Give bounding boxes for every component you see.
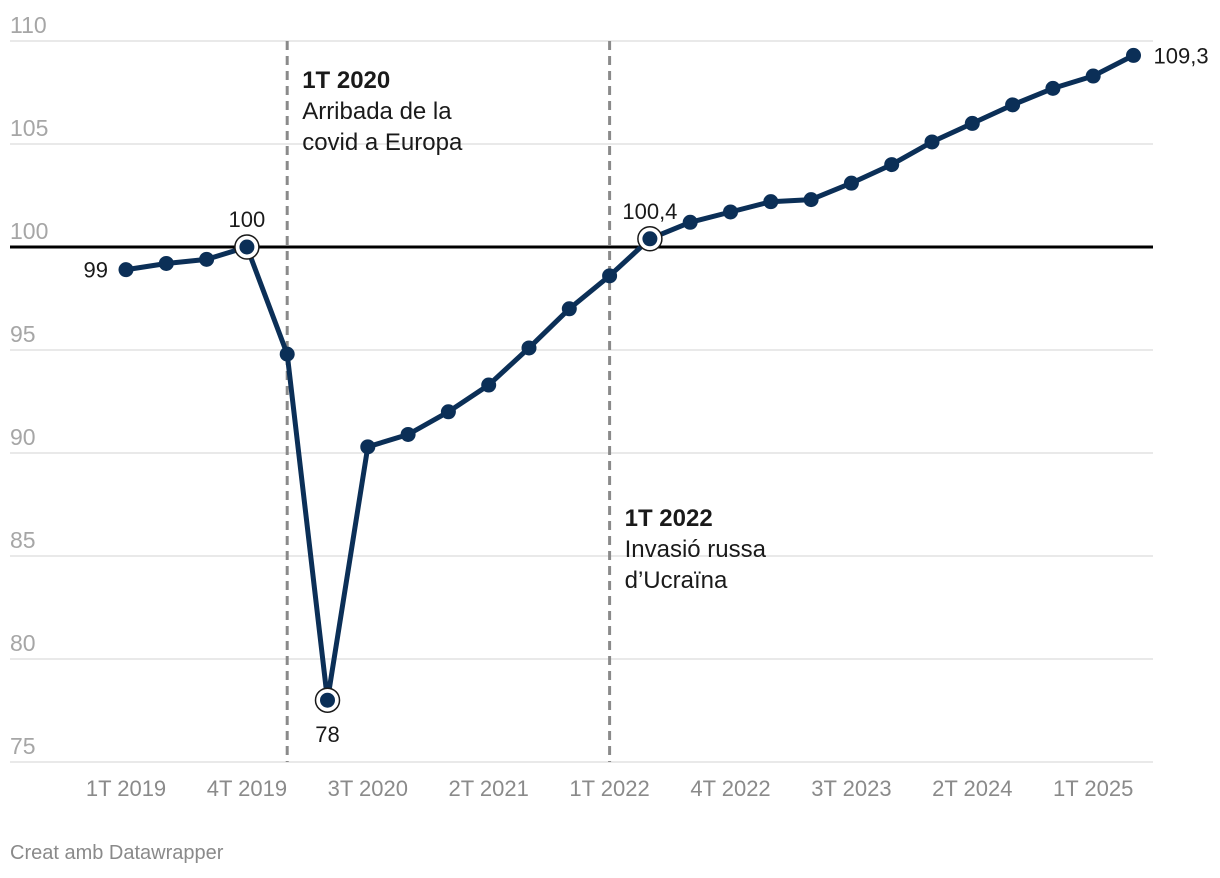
data-point xyxy=(803,192,819,208)
data-label: 78 xyxy=(315,722,339,747)
event-lines xyxy=(285,41,612,762)
data-point xyxy=(1045,80,1061,96)
data-point xyxy=(521,340,537,356)
annotation-text: covid a Europa xyxy=(302,129,463,156)
y-tick-label: 85 xyxy=(10,527,36,553)
x-tick-label: 4T 2019 xyxy=(207,776,287,801)
data-point xyxy=(360,439,376,455)
gridlines xyxy=(10,40,1153,763)
y-tick-label: 90 xyxy=(10,424,36,450)
annotation-title: 1T 2022 xyxy=(625,505,713,532)
x-tick-label: 2T 2024 xyxy=(932,776,1012,801)
data-point xyxy=(1005,97,1021,113)
y-axis-ticks: 110 105 100 95 90 85 80 75 xyxy=(10,12,48,759)
x-tick-label: 3T 2020 xyxy=(328,776,408,801)
data-point xyxy=(642,231,658,247)
line-chart: 110 105 100 95 90 85 80 75 1T 2019 4T 2019 3T 202… xyxy=(10,12,1209,801)
data-point xyxy=(924,134,940,150)
x-tick-label: 1T 2025 xyxy=(1053,776,1133,801)
data-point xyxy=(602,268,618,284)
data-point xyxy=(158,255,174,271)
data-labels: 99 100 78 100,4 109,3 xyxy=(84,43,1209,747)
y-tick-label: 75 xyxy=(10,733,36,759)
data-point xyxy=(481,377,497,393)
annotations: 1T 2020 Arribada de la covid a Europa 1T 20… xyxy=(302,67,766,594)
series-line xyxy=(123,52,1136,703)
y-tick-label: 100 xyxy=(10,218,48,244)
annotation-text: Invasió russa xyxy=(625,536,767,563)
data-point xyxy=(199,251,215,267)
x-tick-label: 2T 2021 xyxy=(449,776,529,801)
credit-text: Creat amb Datawrapper xyxy=(10,842,224,864)
y-tick-label: 105 xyxy=(10,115,48,141)
x-tick-label: 3T 2023 xyxy=(811,776,891,801)
y-tick-label: 110 xyxy=(10,12,47,38)
data-point xyxy=(1126,47,1141,63)
data-point xyxy=(682,214,698,230)
data-points xyxy=(118,47,1141,713)
x-tick-label: 4T 2022 xyxy=(690,776,770,801)
data-point xyxy=(723,204,738,220)
annotation-title: 1T 2020 xyxy=(302,67,390,94)
data-label: 100,4 xyxy=(622,199,677,224)
x-axis-ticks: 1T 2019 4T 2019 3T 2020 2T 2021 1T 2022 4T 20… xyxy=(86,776,1134,801)
data-point xyxy=(763,194,779,210)
data-point xyxy=(561,301,577,317)
data-point xyxy=(118,262,134,278)
data-point xyxy=(884,157,900,173)
y-tick-label: 95 xyxy=(10,321,36,347)
x-tick-label: 1T 2019 xyxy=(86,776,166,801)
data-point xyxy=(440,404,456,420)
data-label: 109,3 xyxy=(1154,43,1209,68)
x-tick-label: 1T 2022 xyxy=(569,776,649,801)
data-point xyxy=(1085,68,1101,84)
data-point xyxy=(843,175,859,191)
y-tick-label: 80 xyxy=(10,630,36,656)
data-point xyxy=(279,346,295,362)
annotation-text: Arribada de la xyxy=(302,98,452,125)
annotation-text: d’Ucraïna xyxy=(625,567,728,594)
data-label: 99 xyxy=(84,258,108,283)
data-label: 100 xyxy=(229,207,266,232)
data-point xyxy=(239,239,255,255)
data-point xyxy=(320,692,335,708)
data-point xyxy=(964,115,980,131)
data-point xyxy=(400,426,416,442)
